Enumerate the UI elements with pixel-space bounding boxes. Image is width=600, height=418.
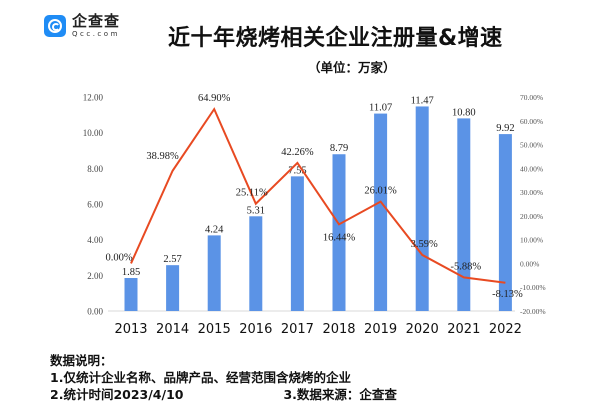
growth-value-label: 3.59% [411, 239, 438, 250]
chart-subtitle: （单位：万家） [308, 60, 396, 75]
growth-value-label: 64.90% [198, 93, 231, 104]
x-tick-label: 2019 [364, 322, 397, 337]
x-tick-label: 2020 [406, 322, 439, 337]
bar [124, 278, 138, 311]
bar-value-label: 9.92 [496, 123, 514, 134]
growth-value-label: 42.26% [281, 147, 314, 158]
growth-value-label: 16.44% [323, 232, 356, 243]
x-tick-label: 2015 [198, 322, 231, 337]
notes-heading: 数据说明： [50, 353, 113, 368]
left-tick-label: 12.00 [83, 93, 104, 103]
bar [415, 106, 429, 312]
growth-value-label: -5.88% [450, 261, 481, 272]
bar-value-label: 2.57 [163, 254, 181, 265]
bar [374, 113, 388, 312]
growth-value-label: 0.00% [105, 252, 132, 263]
bar [457, 118, 471, 312]
bar-value-label: 1.85 [122, 267, 140, 278]
left-tick-label: 10.00 [83, 128, 104, 138]
qcc-logo-icon [44, 15, 66, 37]
growth-value-label: 25.11% [236, 188, 268, 199]
right-tick-label: 70.00% [520, 93, 543, 102]
bar-value-label: 5.31 [247, 205, 265, 216]
x-tick-label: 2021 [447, 322, 480, 337]
x-tick-label: 2014 [156, 322, 189, 337]
logo-name-en: Qcc.com [72, 30, 120, 38]
right-tick-label: 10.00% [520, 236, 543, 245]
bar [207, 235, 221, 311]
bar-value-label: 7.55 [288, 165, 306, 176]
x-tick-label: 2013 [114, 322, 147, 337]
bar [249, 216, 263, 311]
x-tick-label: 2017 [281, 322, 314, 337]
left-tick-label: 4.00 [87, 235, 103, 245]
bar [290, 176, 304, 311]
left-axis: 0.00 2.00 4.00 6.00 8.00 10.00 12.00 [83, 93, 104, 317]
left-tick-label: 0.00 [87, 307, 103, 317]
bar [166, 265, 180, 311]
data-notes: 数据说明： 1.仅统计企业名称、品牌产品、经营范围含烧烤的企业 2.统计时间20… [50, 352, 397, 403]
growth-value-label: 38.98% [146, 151, 179, 162]
x-tick-label: 2022 [489, 322, 522, 337]
bar-value-label: 10.80 [452, 107, 476, 118]
right-tick-label: -10.00% [520, 283, 546, 292]
line-labels: 0.00% 38.98% 64.90% 25.11% 42.26% 16.44% 26.01… [105, 93, 523, 300]
bar [332, 154, 346, 311]
logo-name-cn: 企查查 [72, 12, 121, 30]
combo-chart: 0.00 2.00 4.00 6.00 8.00 10.00 12.00 -20.00% -1… [83, 93, 546, 338]
growth-value-label: -8.13% [492, 289, 523, 300]
left-tick-label: 8.00 [87, 164, 103, 174]
x-tick-label: 2016 [239, 322, 272, 337]
right-tick-label: 60.00% [520, 117, 543, 126]
x-tick-label: 2018 [322, 322, 355, 337]
right-tick-label: 0.00% [520, 259, 539, 268]
note-3: 3.数据来源：企查查 [283, 387, 397, 402]
chart-title: 近十年烧烤相关企业注册量&增速 [168, 26, 503, 51]
x-axis: 2013 2014 2015 2016 2017 2018 2019 2020 2021 2022 [114, 322, 521, 337]
bar-series [124, 106, 512, 312]
note-2: 2.统计时间2023/4/10 [50, 387, 184, 402]
note-1: 1.仅统计企业名称、品牌产品、经营范围含烧烤的企业 [50, 370, 351, 385]
right-tick-label: 30.00% [520, 188, 543, 197]
right-tick-label: -20.00% [520, 307, 546, 316]
bar [498, 134, 512, 311]
right-tick-label: 50.00% [520, 141, 543, 150]
right-tick-label: 40.00% [520, 164, 543, 173]
bar-value-label: 8.79 [330, 143, 348, 154]
left-tick-label: 6.00 [87, 200, 103, 210]
qcc-logo: 企查查 Qcc.com [44, 14, 120, 38]
growth-value-label: 26.01% [364, 186, 397, 197]
right-tick-label: 20.00% [520, 212, 543, 221]
bar-value-label: 11.07 [369, 103, 392, 114]
bar-labels: 1.85 2.57 4.24 5.31 7.55 8.79 11.07 11.47 10.80 9… [122, 95, 515, 278]
growth-line [130, 107, 506, 284]
left-tick-label: 2.00 [87, 271, 103, 281]
bar-value-label: 4.24 [205, 224, 224, 235]
right-axis: -20.00% -10.00% 0.00% 10.00% 20.00% 30.00% 40.… [520, 93, 546, 316]
bar-value-label: 11.47 [411, 95, 434, 106]
